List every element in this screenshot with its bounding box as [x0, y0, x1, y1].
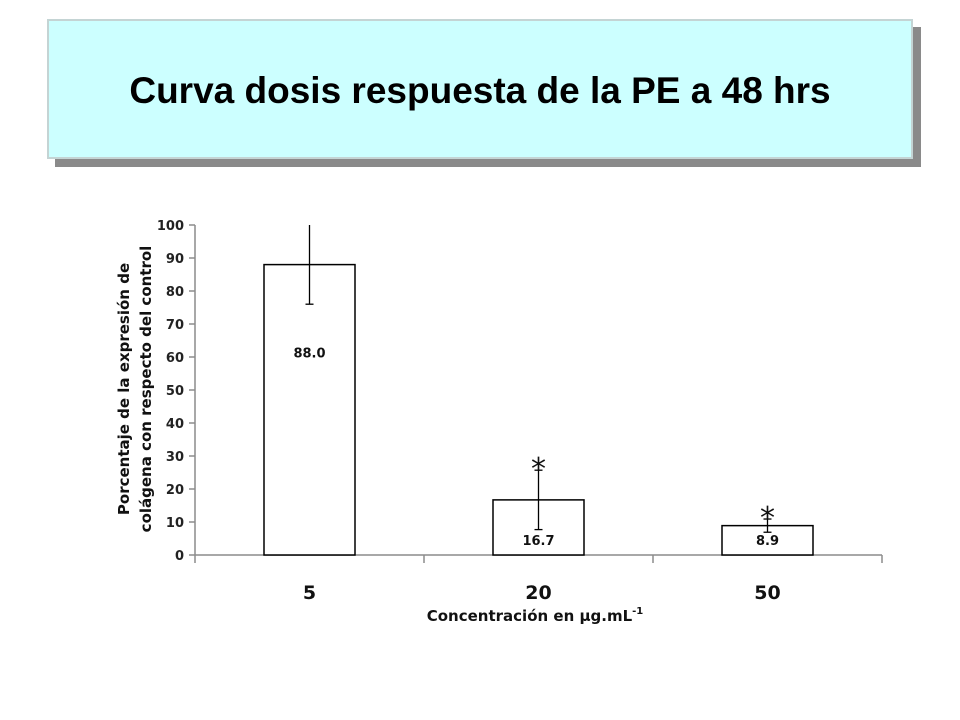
- y-tick-label: 10: [166, 516, 184, 531]
- bars: [263, 225, 814, 556]
- x-axis-label-unit-exponent: -1: [632, 606, 643, 617]
- x-tick-label: 50: [754, 582, 780, 604]
- y-tick-label: 0: [175, 549, 184, 564]
- title-box: Curva dosis respuesta de la PE a 48 hrs: [47, 19, 913, 159]
- y-tick-label: 70: [166, 318, 184, 333]
- y-axis: 0 10 20 30 40 50 60 70 80 90 100: [157, 219, 196, 564]
- data-label: 16.7: [522, 534, 554, 549]
- y-tick-label: 80: [166, 285, 184, 300]
- y-axis-label-line2: colágena con respecto del control: [137, 246, 155, 533]
- data-labels: 88.0*16.7*8.9: [293, 347, 779, 549]
- y-tick-label: 40: [166, 417, 184, 432]
- x-axis-label: Concentración en µg.mL-1: [427, 606, 644, 625]
- x-tick-label: 5: [303, 582, 316, 604]
- y-tick-label: 50: [166, 384, 184, 399]
- y-axis-label: Porcentaje de la expresión de colágena c…: [115, 246, 155, 533]
- x-axis: 5 20 50: [194, 554, 883, 604]
- significance-star: *: [760, 501, 775, 536]
- y-tick-label: 90: [166, 252, 184, 267]
- y-tick-label: 100: [157, 219, 184, 234]
- slide-title: Curva dosis respuesta de la PE a 48 hrs: [129, 70, 831, 111]
- y-tick-label: 20: [166, 483, 184, 498]
- y-tick-label: 60: [166, 351, 184, 366]
- y-tick-label: 30: [166, 450, 184, 465]
- significance-star: *: [531, 452, 546, 487]
- bar: [263, 263, 356, 556]
- x-axis-label-text: Concentración en µg.mL: [427, 607, 633, 625]
- y-axis-label-line1: Porcentaje de la expresión de: [115, 263, 133, 515]
- x-tick-label: 20: [525, 582, 551, 604]
- data-label: 8.9: [756, 534, 779, 549]
- data-label: 88.0: [293, 347, 325, 362]
